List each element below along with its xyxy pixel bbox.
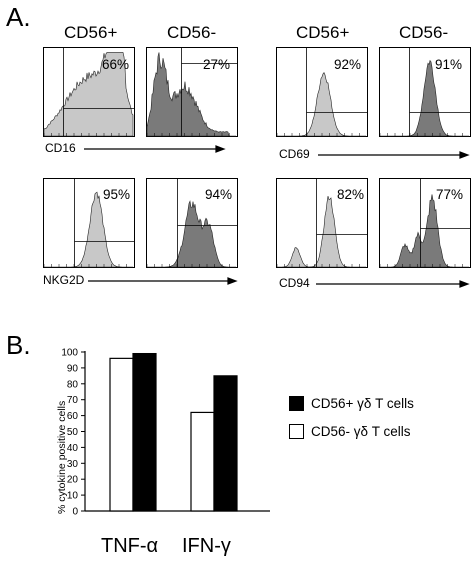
pct-label: 95% [103,187,131,202]
nkg2d-arrow-head [227,277,238,285]
y-tick-label: 10 [67,491,79,502]
histogram-nkg2d-cd56neg [146,178,238,268]
col-head-cd56pos-1: CD56+ [64,23,118,42]
y-tick-label: 80 [67,379,79,390]
legend-swatch-cd56neg [289,424,304,439]
legend-swatch-cd56pos [289,396,304,411]
y-tick-label: 20 [67,475,79,486]
y-tick-label: 50 [67,427,79,438]
histogram-cd94-cd56pos [276,178,368,268]
histogram-cd69-cd56neg [379,47,471,137]
histogram-cd16-cd56neg [146,47,238,137]
marker-label-cd16: CD16 [45,141,76,155]
cd69-arrow-head [459,151,470,159]
pct-label: 66% [102,57,130,72]
bar-cd56pos [213,375,238,512]
marker-label-cd94: CD94 [279,276,310,290]
panel-b-letter: B. [6,330,31,360]
legend-label-cd56neg: CD56- γδ T cells [311,424,411,439]
col-head-cd56neg-2: CD56- [399,23,449,42]
panel-a-letter: A. [6,2,31,32]
y-tick-label: 40 [67,443,79,454]
cd94-arrow-head [459,280,470,288]
pct-label: 77% [436,187,464,202]
axis-arrows [84,145,470,288]
marker-label-nkg2d: NKG2D [43,273,85,287]
y-tick-label: 60 [67,411,79,422]
marker-label-cd69: CD69 [279,147,310,161]
cd16-arrow-head [215,145,226,153]
bar-chart: 0 10 20 30 40 50 60 70 80 90 100 [61,348,270,518]
bar-cd56pos [132,352,157,512]
histogram-nkg2d-cd56pos [43,178,135,268]
histogram-cd16-cd56pos [43,47,135,137]
y-tick-label: 70 [67,395,79,406]
pct-label: 91% [435,57,463,72]
category-label-ifn: IFN-γ [182,535,231,557]
y-tick-label: 30 [67,459,79,470]
col-head-cd56neg-1: CD56- [167,23,217,42]
histogram-cd94-cd56neg [379,178,471,268]
pct-label: 82% [337,187,365,202]
pct-label: 92% [334,57,362,72]
pct-label: 94% [205,187,233,202]
pct-label: 27% [203,57,231,72]
y-tick-label: 0 [72,507,78,518]
category-label-tnf: TNF-α [101,535,159,557]
histogram-cd69-cd56pos [276,47,368,137]
col-head-cd56pos-2: CD56+ [296,23,350,42]
legend-label-cd56pos: CD56+ γδ T cells [311,396,414,411]
bar-cd56neg [190,411,215,512]
histogram-curve [43,52,134,137]
y-tick-label: 100 [61,348,78,359]
bar-cd56neg [109,357,134,512]
histogram-curve [146,52,236,137]
y-tick-label: 90 [67,363,79,374]
